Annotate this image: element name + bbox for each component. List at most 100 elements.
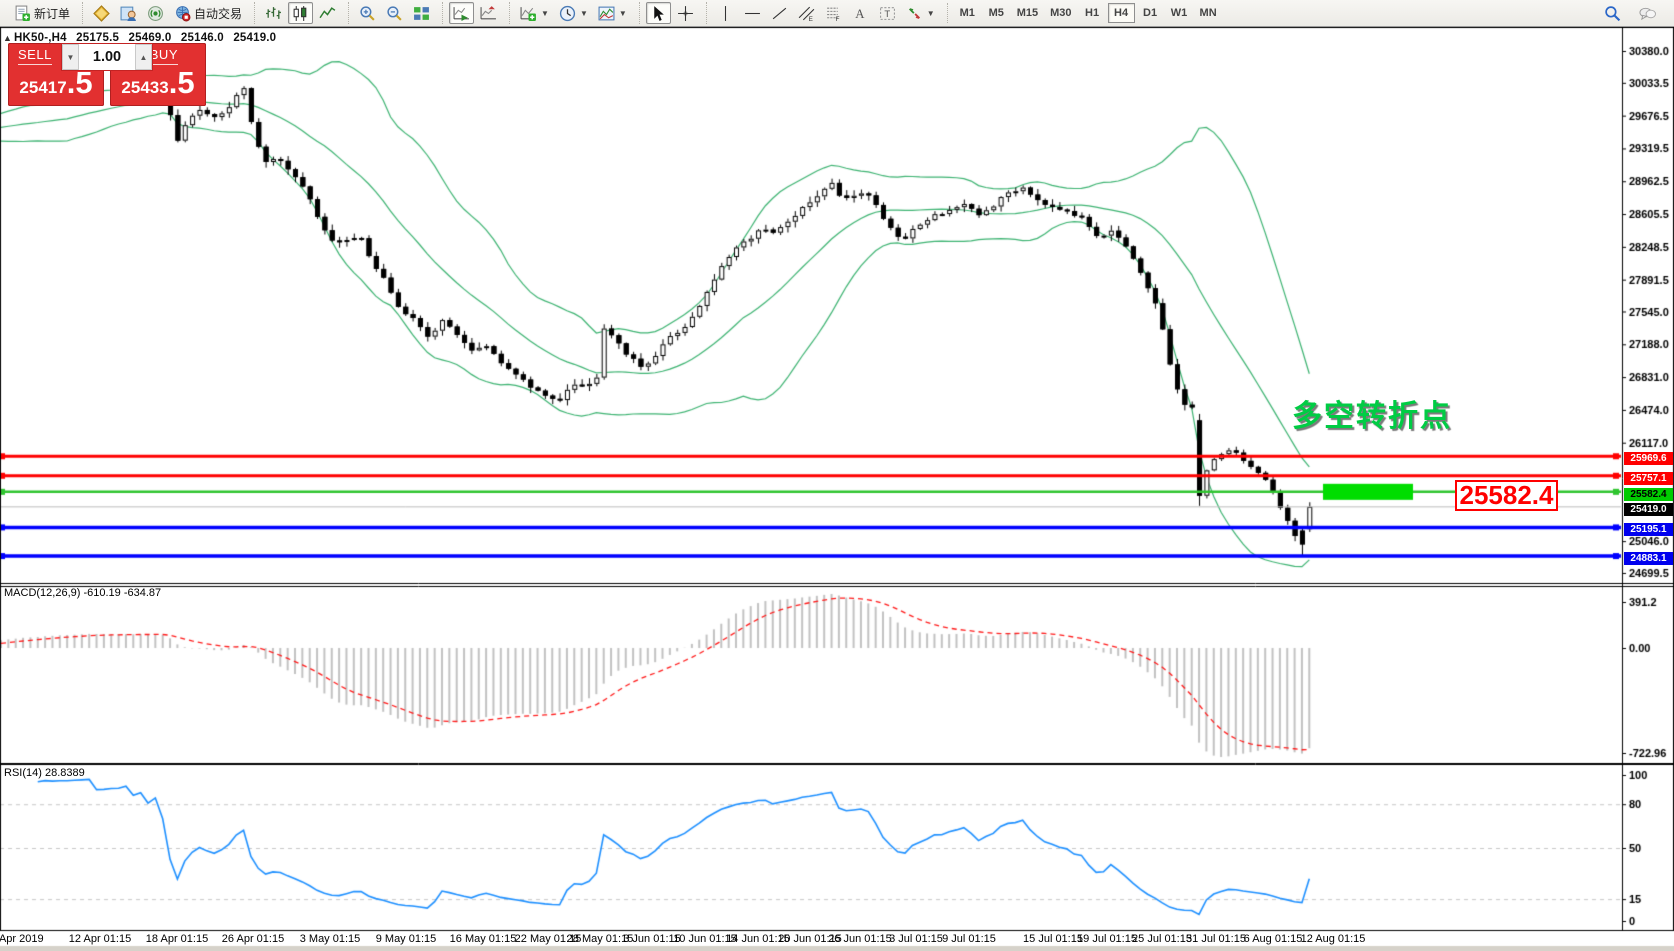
time-axis-label: 20 Jun 01:15 — [778, 933, 842, 945]
timeframe-button-m1[interactable]: M1 — [959, 7, 975, 19]
timeframe-button-h1[interactable]: H1 — [1085, 7, 1100, 19]
chart-canvas[interactable] — [0, 27, 1674, 951]
price-level-label: 24883.1 — [1624, 552, 1673, 566]
crosshair-button[interactable] — [673, 2, 698, 24]
buy-label: BUY — [149, 47, 179, 65]
time-axis-label: 3 Jul 01:15 — [889, 933, 943, 945]
chat-icon — [1639, 7, 1656, 20]
volume-increase-button[interactable]: ▲ — [135, 44, 152, 70]
panel-collapse-toggle[interactable]: ▲ — [3, 33, 12, 43]
tile-windows-button[interactable] — [409, 2, 434, 24]
symbol-period-label: HK50-,H4 — [14, 32, 67, 44]
line-chart-button[interactable] — [315, 2, 340, 24]
volume-decrease-button[interactable]: ▼ — [62, 44, 79, 70]
fibonacci-button[interactable]: F — [821, 2, 846, 24]
templates-button[interactable]: ▼ — [594, 2, 631, 24]
time-axis-label: 3 May 01:15 — [299, 933, 361, 945]
bar-chart-icon — [266, 6, 281, 19]
ohlc-header: HK50-,H4 25175.5 25469.0 25146.0 25419.0 — [14, 32, 282, 44]
autotrade-button[interactable]: 自动交易 — [170, 2, 246, 24]
line-chart-icon — [319, 6, 336, 18]
timeframe-button-h4[interactable]: H4 — [1107, 3, 1135, 23]
candle-chart-icon — [293, 5, 307, 21]
macd-pane-label: MACD(12,26,9) -610.19 -634.87 — [4, 587, 162, 599]
time-axis-label: 10 Jun 01:15 — [673, 933, 737, 945]
crosshair-icon — [677, 5, 693, 21]
text-label-button[interactable]: T — [875, 2, 900, 24]
auto-scroll-icon — [453, 6, 469, 21]
candle-chart-button[interactable] — [288, 2, 314, 24]
time-axis-label: 12 Apr 01:15 — [68, 933, 132, 945]
price-level-label: 25969.6 — [1624, 452, 1673, 466]
chart-shift-button[interactable] — [476, 2, 501, 24]
cursor-button[interactable] — [645, 2, 671, 24]
text-label-icon: T — [879, 6, 895, 20]
svg-text:T: T — [884, 9, 890, 20]
time-axis-label: 26 Jun 01:15 — [828, 933, 892, 945]
low-value: 25146.0 — [180, 32, 224, 44]
time-axis-label: 19 Jul 01:15 — [1077, 933, 1137, 945]
trendline-button[interactable] — [767, 2, 792, 24]
price-level-label: 25195.1 — [1624, 523, 1673, 537]
volume-input[interactable] — [79, 44, 135, 70]
chevron-down-icon: ▼ — [618, 8, 627, 18]
market-watch-button[interactable] — [89, 2, 114, 24]
timeframe-group: M1 M5 M15 M30 H1 H4 D1 W1 MN — [946, 3, 1228, 23]
high-value: 25469.0 — [128, 32, 172, 44]
arrows-button[interactable]: ▼ — [902, 2, 939, 24]
market-watch-icon — [93, 4, 110, 22]
new-order-button[interactable]: 新订单 — [10, 2, 74, 24]
zoom-in-icon — [360, 5, 375, 21]
search-button[interactable] — [1600, 2, 1625, 24]
sell-label: SELL — [18, 47, 52, 65]
search-icon — [1605, 5, 1621, 21]
channel-icon: E — [798, 6, 815, 22]
auto-scroll-button[interactable] — [449, 2, 475, 24]
bar-chart-button[interactable] — [261, 2, 286, 24]
timeframe-button-d1[interactable]: D1 — [1143, 7, 1158, 19]
zoom-out-icon — [387, 5, 402, 21]
chevron-down-icon: ▼ — [579, 8, 588, 18]
chevron-down-icon: ▼ — [926, 8, 935, 18]
timeframe-button-m30[interactable]: M30 — [1050, 7, 1072, 19]
navigator-button[interactable] — [116, 2, 141, 24]
clock-icon — [559, 5, 576, 21]
tile-windows-icon — [414, 6, 429, 20]
text-icon: A — [855, 6, 865, 20]
horizontal-line-icon — [744, 12, 760, 14]
down-arrow-icon: ▼ — [66, 52, 75, 62]
channel-button[interactable]: E — [794, 2, 819, 24]
main-toolbar: 新订单 自动交易 — [0, 0, 1674, 27]
new-order-icon — [15, 5, 30, 21]
timeframe-button-w1[interactable]: W1 — [1170, 7, 1188, 19]
time-axis-label: 16 May 01:15 — [449, 933, 517, 945]
zoom-in-button[interactable] — [355, 2, 380, 24]
text-button[interactable]: A — [848, 2, 873, 24]
buy-price: 25433.5 — [121, 65, 195, 100]
indicators-icon — [520, 6, 536, 21]
svg-text:A: A — [855, 6, 865, 20]
vertical-line-icon — [724, 5, 726, 21]
indicators-button[interactable]: ▼ — [516, 2, 553, 24]
signals-button[interactable] — [143, 2, 168, 24]
turning-point-annotation: 多空转折点 — [1292, 400, 1452, 433]
time-axis-label: 9 May 01:15 — [375, 933, 437, 945]
periods-button[interactable]: ▼ — [555, 2, 592, 24]
timeframe-button-m5[interactable]: M5 — [988, 7, 1004, 19]
vertical-line-button[interactable] — [713, 2, 738, 24]
price-level-label: 25582.4 — [1624, 487, 1673, 501]
fibonacci-icon: F — [826, 7, 839, 22]
cursor-icon — [654, 5, 664, 21]
horizontal-line-button[interactable] — [740, 2, 765, 24]
time-axis-label: 8 Apr 2019 — [0, 933, 44, 945]
svg-text:E: E — [808, 15, 812, 21]
zoom-out-button[interactable] — [382, 2, 407, 24]
rsi-pane-label: RSI(14) 28.8389 — [4, 767, 85, 779]
chat-button[interactable] — [1635, 2, 1660, 24]
navigator-icon — [120, 6, 136, 21]
time-axis-label: 12 Aug 01:15 — [1300, 933, 1366, 945]
timeframe-button-m15[interactable]: M15 — [1016, 7, 1039, 19]
up-arrow-icon: ▲ — [139, 52, 148, 62]
time-axis-label: 28 May 01:15 — [566, 933, 634, 945]
timeframe-button-mn[interactable]: MN — [1199, 7, 1217, 19]
